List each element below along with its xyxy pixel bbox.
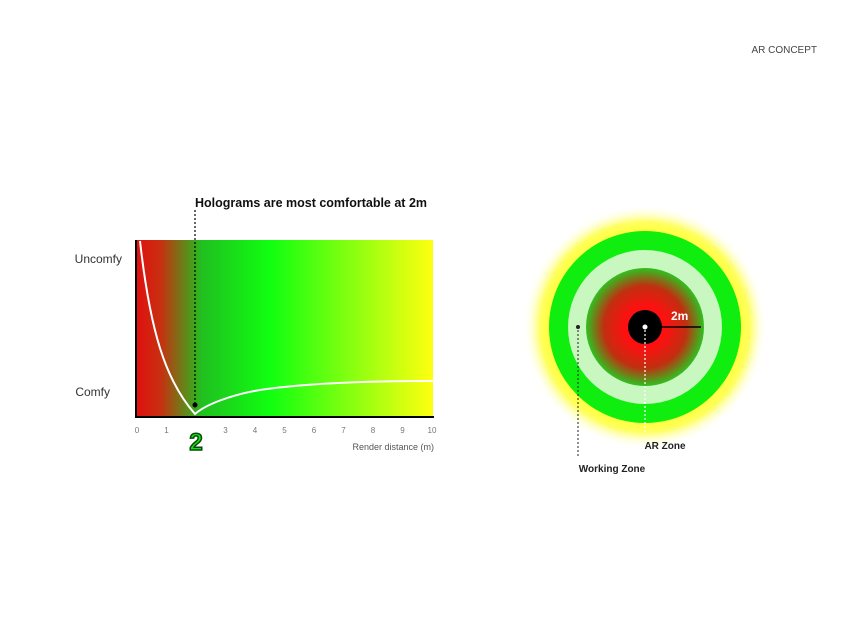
x-tick-label: 6: [312, 426, 317, 435]
x-tick-label: 1: [164, 426, 169, 435]
comfort-gradient: [137, 240, 433, 417]
x-tick-label: 9: [400, 426, 405, 435]
x-tick-label: 10: [428, 426, 437, 435]
header-label: AR CONCEPT: [751, 45, 817, 56]
highlight-tick: 2: [189, 429, 202, 456]
x-axis-label: Render distance (m): [352, 442, 434, 452]
y-label: Comfy: [75, 385, 110, 399]
x-ticks: 0 1 3 4 5 6 7 8 9 10 2: [135, 426, 437, 457]
annotation-dot: [192, 402, 198, 408]
ar-zone-label: AR Zone: [644, 441, 686, 452]
annotation: Holograms are most comfortable at 2m: [195, 196, 427, 210]
working-zone-dot: [576, 325, 580, 329]
x-tick-label: 4: [253, 426, 258, 435]
working-zone-label: Working Zone: [579, 464, 646, 475]
center-dot: [642, 324, 648, 330]
x-tick-label: 7: [341, 426, 346, 435]
x-tick-label: 3: [223, 426, 228, 435]
comfort-curve: [139, 240, 434, 416]
x-tick-label: 0: [135, 426, 140, 435]
y-label: Uncomfy: [75, 252, 122, 266]
x-tick-label: 5: [282, 426, 287, 435]
radius-label: 2m: [671, 309, 688, 323]
x-tick-label: 8: [371, 426, 376, 435]
